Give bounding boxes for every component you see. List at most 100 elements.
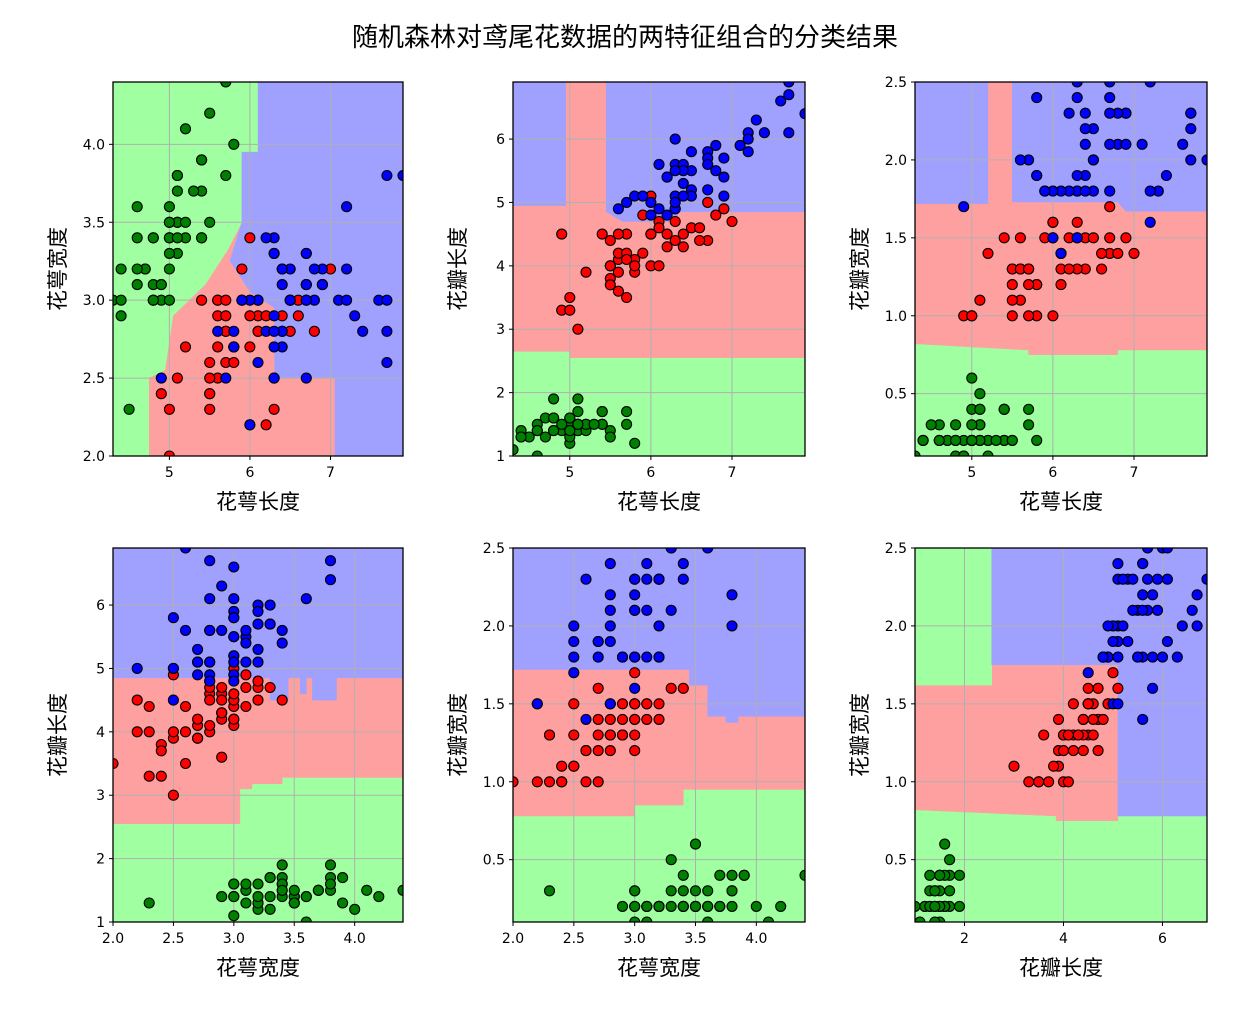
data-point-virginica bbox=[167, 612, 179, 624]
data-point-setosa bbox=[171, 169, 183, 182]
data-point-setosa bbox=[588, 418, 600, 430]
data-point-virginica bbox=[568, 620, 580, 632]
data-point-versicolor bbox=[1104, 201, 1116, 213]
data-point-versicolor bbox=[268, 403, 280, 415]
y-tick-label: 5 bbox=[96, 661, 105, 677]
data-point-setosa bbox=[1023, 419, 1035, 431]
data-point-virginica bbox=[381, 356, 393, 369]
data-point-virginica bbox=[264, 618, 276, 630]
data-point-virginica bbox=[381, 294, 393, 306]
data-point-setosa bbox=[163, 216, 175, 228]
data-point-virginica bbox=[381, 325, 393, 337]
data-point-setosa bbox=[300, 891, 312, 903]
data-point-virginica bbox=[131, 662, 143, 674]
y-axis-label: 花瓣宽度 bbox=[446, 693, 470, 777]
data-point-versicolor bbox=[568, 760, 580, 772]
data-point-versicolor bbox=[1097, 713, 1109, 725]
data-point-setosa bbox=[933, 434, 945, 446]
data-point-virginica bbox=[653, 158, 665, 170]
data-point-setosa bbox=[950, 450, 962, 456]
data-point-virginica bbox=[665, 548, 677, 554]
data-point-versicolor bbox=[564, 291, 576, 304]
data-point-virginica bbox=[653, 651, 665, 663]
data-point-setosa bbox=[264, 891, 276, 903]
data-point-versicolor bbox=[204, 694, 216, 706]
y-tick-label: 3 bbox=[496, 322, 505, 338]
data-point-virginica bbox=[228, 675, 240, 687]
data-point-virginica bbox=[204, 555, 216, 567]
y-tick-label: 1.0 bbox=[885, 775, 907, 791]
data-point-setosa bbox=[228, 138, 240, 150]
data-point-setosa bbox=[228, 891, 240, 903]
subplot-6: 2 4 6 0.5 1.0 1.5 2.0 2.5 花瓣长度 花瓣宽度 bbox=[848, 541, 1208, 980]
data-point-virginica bbox=[580, 573, 592, 585]
data-point-setosa bbox=[702, 916, 714, 922]
data-point-versicolor bbox=[204, 388, 216, 400]
data-point-versicolor bbox=[1023, 263, 1035, 275]
data-point-virginica bbox=[228, 631, 240, 643]
data-point-virginica bbox=[1156, 651, 1169, 663]
data-point-versicolor bbox=[669, 215, 681, 228]
data-point-setosa bbox=[171, 185, 183, 197]
x-tick-label: 3.5 bbox=[283, 931, 305, 947]
y-axis-label: 花萼宽度 bbox=[46, 227, 70, 311]
y-tick-label: 0.5 bbox=[483, 853, 505, 869]
data-point-versicolor bbox=[244, 341, 256, 353]
data-point-setosa bbox=[171, 232, 183, 244]
data-point-virginica bbox=[324, 574, 337, 586]
data-point-virginica bbox=[167, 662, 179, 674]
data-point-virginica bbox=[349, 310, 361, 322]
x-tick-label: 4 bbox=[1059, 931, 1068, 947]
data-point-versicolor bbox=[196, 294, 208, 306]
data-point-setosa bbox=[539, 431, 551, 443]
data-point-setosa bbox=[531, 450, 543, 456]
data-point-versicolor bbox=[252, 675, 264, 687]
data-point-setosa bbox=[665, 885, 677, 897]
x-tick-label: 6 bbox=[245, 465, 254, 481]
data-point-setosa bbox=[564, 425, 576, 437]
data-point-versicolor bbox=[531, 776, 543, 788]
data-point-versicolor bbox=[974, 294, 986, 306]
data-point-versicolor bbox=[204, 372, 216, 384]
data-point-setosa bbox=[799, 869, 805, 881]
data-point-setosa bbox=[312, 884, 324, 896]
data-point-versicolor bbox=[276, 694, 288, 706]
data-point-virginica bbox=[1147, 589, 1159, 601]
plot-area bbox=[915, 548, 1207, 922]
data-point-virginica bbox=[252, 643, 264, 655]
data-point-setosa bbox=[966, 419, 978, 431]
y-tick-label: 4 bbox=[496, 259, 505, 275]
data-point-virginica bbox=[669, 165, 681, 177]
data-point-setosa bbox=[621, 418, 633, 430]
x-tick-label: 4.0 bbox=[344, 931, 366, 947]
y-tick-label: 1 bbox=[96, 915, 105, 931]
data-point-setosa bbox=[252, 891, 264, 903]
data-point-virginica bbox=[276, 279, 288, 291]
data-point-versicolor bbox=[1048, 760, 1060, 772]
data-point-setosa bbox=[738, 869, 750, 881]
data-point-setosa bbox=[147, 294, 159, 306]
data-point-virginica bbox=[1161, 548, 1173, 554]
data-point-setosa bbox=[131, 263, 143, 275]
data-point-setosa bbox=[147, 232, 159, 244]
data-point-virginica bbox=[397, 169, 403, 182]
data-point-versicolor bbox=[653, 698, 665, 710]
data-point-setosa bbox=[1006, 434, 1018, 446]
data-point-virginica bbox=[1201, 573, 1207, 585]
data-point-versicolor bbox=[568, 729, 580, 741]
data-point-virginica bbox=[192, 643, 204, 655]
data-point-versicolor bbox=[612, 285, 624, 297]
data-point-virginica bbox=[1185, 107, 1197, 119]
data-point-virginica bbox=[212, 325, 224, 337]
data-point-virginica bbox=[604, 558, 616, 570]
data-point-versicolor bbox=[966, 310, 978, 322]
data-point-virginica bbox=[653, 573, 665, 585]
data-point-versicolor bbox=[621, 253, 633, 266]
data-point-virginica bbox=[1191, 620, 1203, 632]
x-tick-label: 2.5 bbox=[162, 931, 184, 947]
data-point-versicolor bbox=[998, 232, 1010, 244]
data-point-setosa bbox=[641, 900, 653, 912]
data-point-virginica bbox=[677, 190, 689, 202]
data-point-setosa bbox=[974, 403, 986, 415]
data-point-versicolor bbox=[192, 713, 204, 725]
